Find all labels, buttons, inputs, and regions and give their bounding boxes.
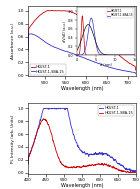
Y-axis label: Absorbance (a.u.): Absorbance (a.u.): [10, 23, 15, 59]
Y-axis label: PL Intensity (arb. Units): PL Intensity (arb. Units): [10, 114, 15, 163]
Legend: HKUST-1, HKUST-1-SBA-15: HKUST-1, HKUST-1-SBA-15: [98, 105, 134, 116]
X-axis label: Wavelength (nm): Wavelength (nm): [61, 86, 103, 91]
X-axis label: Wavelength (nm): Wavelength (nm): [61, 184, 103, 188]
Legend: HKUST-1, HKUST-1-SBA-15: HKUST-1, HKUST-1-SBA-15: [30, 64, 66, 75]
